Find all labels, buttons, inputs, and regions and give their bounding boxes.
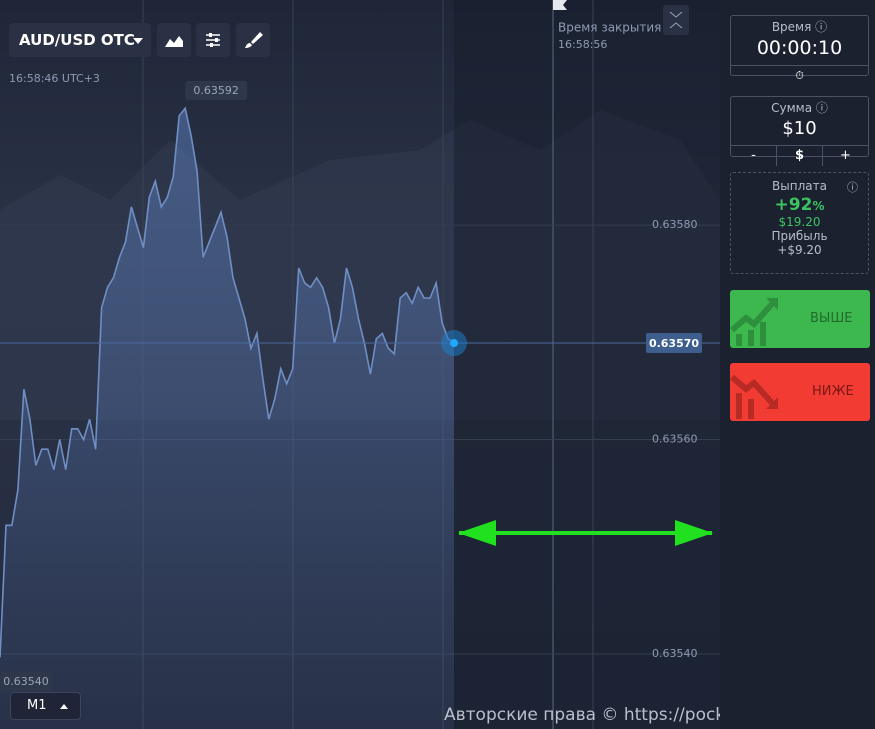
up-button[interactable]: ВЫШЕ [730,290,870,348]
percent-sign: % [812,199,825,213]
max-label: 0.63592 [193,84,239,97]
icon [206,33,220,47]
expiry-time: 16:58:56 [558,38,607,51]
amount-box[interactable]: Сумма ⓘ $10 - $ + [730,96,869,166]
info-icon: ⓘ [847,181,858,194]
payout-box: Выплата ⓘ +92% $19.20 Прибыль +$9.20 [730,172,869,274]
y-tick-label: 0.63580 [652,218,698,231]
payout-percent: +92% [731,195,868,215]
caret [133,38,143,44]
payout-amount: $19.20 [778,215,821,229]
chart-type-button[interactable] [157,23,191,57]
price-line [0,106,455,658]
asset-name: AUD/USD OTC [19,31,135,49]
chart: Время закрытия 16:58:56 0.63580 0.63560 0.… [0,0,720,729]
timeframe-button[interactable]: M1 [10,692,81,720]
server-time: 16:58:46 UTC+3 [9,72,100,85]
time-label-text: Время [771,20,812,34]
clock-icon: ⏱ [731,65,868,85]
up-label: ВЫШЕ [810,311,853,326]
minus-button[interactable]: - [731,146,777,166]
asset-selector[interactable]: AUD/USD OTC [9,23,151,57]
payout-label: Выплата [772,179,827,193]
currency-button[interactable]: $ [777,146,823,166]
min-tag [0,672,52,691]
time-label: Время ⓘ [768,18,831,35]
down-label: НИЖЕ [812,384,854,399]
current-price-label: 0.63570 [649,337,699,350]
max-tag [185,81,248,100]
expiry-flag [553,0,567,10]
time-value: 00:00:10 [756,37,843,59]
expiry-label: Время закрытия [558,21,661,35]
icon [165,36,183,47]
profit-label: Прибыль [771,229,828,243]
timeframe: M1 [27,698,47,713]
y-tick-label: 0.63560 [652,433,698,446]
price-area [0,108,454,729]
indicators-button[interactable] [196,23,230,57]
collapse-button[interactable] [663,5,689,35]
future-zone [454,0,720,729]
percent-value: +92 [774,195,813,215]
down-icon [730,374,778,419]
icon [245,32,263,48]
current-price-tag [646,333,702,354]
amount-value: $10 [782,118,817,139]
amount-label: Сумма ⓘ [768,99,831,116]
current-dot [450,339,458,348]
amount-label-text: Сумма [771,101,813,115]
drawing-button[interactable] [236,23,270,57]
min-label: 0.63540 [3,675,49,688]
time-box[interactable]: Время ⓘ 00:00:10 ⏱ [730,15,869,82]
up-icon [730,298,778,346]
profit-value: +$9.20 [777,243,822,257]
down-button[interactable]: НИЖЕ [730,363,870,421]
collapse-icon [669,11,683,29]
y-tick-label: 0.63540 [652,647,698,660]
plus-button[interactable]: + [840,148,851,163]
caret [60,704,68,709]
